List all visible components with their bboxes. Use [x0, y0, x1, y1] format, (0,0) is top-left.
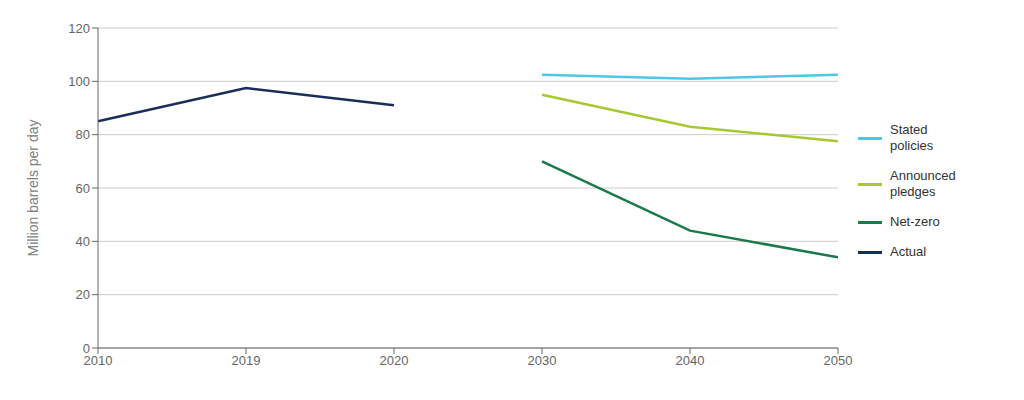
- svg-text:20: 20: [76, 287, 90, 302]
- html-text:Announced pledges: Announced pledges: [890, 168, 956, 199]
- svg-text:Million barrels per day: Million barrels per day: [25, 120, 41, 257]
- svg-text:0: 0: [83, 341, 90, 356]
- svg-text:2050: 2050: [824, 353, 853, 368]
- svg-text:2040: 2040: [676, 353, 705, 368]
- svg-text:100: 100: [68, 74, 90, 89]
- svg-text:40: 40: [76, 234, 90, 249]
- svg-text:120: 120: [68, 21, 90, 36]
- svg-text:80: 80: [76, 127, 90, 142]
- svg-text:2020: 2020: [380, 353, 409, 368]
- html-text:Net-zero: Net-zero: [890, 214, 940, 229]
- html-text:Actual: Actual: [890, 244, 927, 259]
- svg-text:2030: 2030: [528, 353, 557, 368]
- svg-text:2019: 2019: [232, 353, 261, 368]
- svg-text:60: 60: [76, 181, 90, 196]
- svg-text:2010: 2010: [83, 353, 113, 369]
- html-text:Stated policies: Stated policies: [890, 122, 934, 153]
